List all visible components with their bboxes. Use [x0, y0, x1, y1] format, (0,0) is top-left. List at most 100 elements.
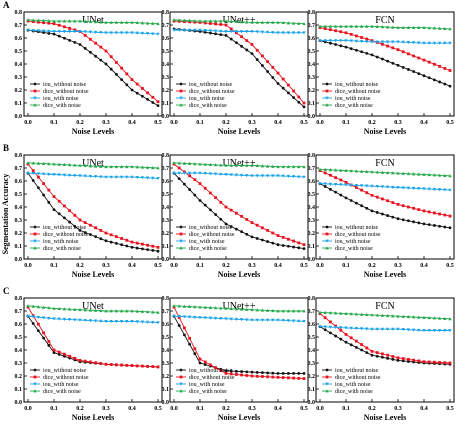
marker-triangle-down: [151, 32, 155, 36]
marker-triangle-up: [323, 24, 327, 28]
marker-triangle-up: [234, 19, 239, 24]
x-axis-label: Noise Levels: [364, 127, 406, 136]
x-tick-label: 0.3: [248, 120, 256, 126]
legend-entry: iou_with noise: [335, 239, 371, 245]
x-tick-label: 0.5: [154, 263, 162, 269]
marker-triangle-up: [437, 173, 442, 177]
marker-circle: [235, 41, 238, 45]
marker-triangle-up: [411, 315, 416, 319]
marker-square: [407, 52, 410, 56]
marker-triangle-down: [57, 30, 61, 34]
marker-triangle-up: [234, 163, 239, 167]
marker-triangle-down: [172, 28, 176, 32]
x-tick-label: 0.3: [102, 263, 110, 269]
marker-circle: [375, 211, 379, 214]
marker-circle: [438, 80, 441, 84]
y-tick-label: 0.6: [162, 179, 170, 185]
x-tick-label: 0.5: [300, 120, 308, 126]
marker-triangle-up: [339, 24, 343, 28]
marker-square: [417, 359, 421, 363]
y-tick-label: 0.5: [308, 49, 316, 55]
marker-triangle-up: [145, 310, 150, 314]
y-tick-label: 0.8: [162, 153, 170, 159]
series-line-iou-without-noise: [173, 315, 304, 374]
x-tick-label: 0.4: [274, 263, 282, 269]
marker-square: [391, 201, 395, 204]
marker-triangle-down: [67, 30, 72, 34]
marker-circle: [276, 243, 280, 247]
marker-square: [417, 208, 421, 211]
marker-circle: [329, 41, 332, 45]
marker-square: [33, 375, 37, 379]
marker-square: [135, 241, 139, 245]
marker-triangle-down: [62, 30, 67, 34]
marker-triangle-down: [198, 171, 202, 175]
marker-circle: [109, 67, 113, 71]
marker-circle: [73, 41, 77, 44]
marker-circle: [386, 214, 389, 217]
y-tick-label: 0.8: [308, 10, 316, 16]
marker-circle: [396, 217, 400, 221]
marker-triangle-up: [271, 20, 275, 24]
marker-circle: [261, 238, 264, 242]
marker-square: [422, 209, 426, 213]
marker-square: [89, 37, 92, 41]
marker-triangle-up: [219, 306, 223, 310]
legend-entry: iou_without noise: [43, 82, 87, 88]
marker-circle: [240, 44, 244, 48]
y-tick-label: 0.7: [162, 23, 170, 29]
marker-square: [448, 69, 452, 72]
marker-square: [281, 376, 285, 379]
marker-square: [412, 54, 415, 58]
marker-triangle-up: [130, 165, 134, 169]
marker-square: [120, 66, 123, 70]
marker-triangle-up: [31, 161, 35, 165]
x-tick-label: 0.3: [394, 120, 402, 126]
x-tick-label: 0.1: [50, 263, 58, 269]
marker-circle: [370, 53, 374, 57]
marker-triangle-up: [401, 314, 405, 318]
marker-circle: [386, 356, 389, 360]
marker-circle: [52, 351, 56, 354]
marker-square: [266, 229, 269, 232]
marker-triangle-down: [104, 175, 108, 179]
marker-circle: [422, 74, 426, 78]
marker-triangle-down: [323, 325, 327, 329]
marker-triangle-up: [47, 306, 51, 310]
marker-circle: [198, 199, 202, 202]
marker-square: [73, 28, 77, 32]
marker-triangle-down: [291, 319, 296, 323]
y-tick-label: 0.0: [308, 400, 316, 406]
marker-square: [401, 50, 405, 54]
marker-triangle-up: [109, 20, 113, 24]
marker-circle: [302, 105, 306, 109]
marker-triangle-up: [380, 25, 385, 29]
marker-triangle-down: [286, 31, 291, 35]
legend-entry: dice_without noise: [189, 375, 235, 381]
series-line-dice-without-noise: [27, 306, 159, 368]
marker-square: [292, 239, 295, 243]
marker-circle: [31, 179, 35, 182]
x-tick-label: 0.5: [300, 263, 308, 269]
marker-triangle-up: [172, 161, 176, 165]
marker-circle: [349, 47, 353, 51]
marker-square: [281, 236, 285, 239]
y-tick-label: 0.4: [308, 205, 316, 211]
x-tick-label: 0.5: [300, 406, 308, 412]
marker-circle: [360, 50, 363, 54]
marker-circle: [177, 324, 181, 327]
marker-triangle-up: [114, 20, 119, 24]
marker-triangle-up: [354, 169, 359, 173]
marker-triangle-down: [297, 31, 301, 35]
y-tick-label: 0.7: [308, 166, 316, 172]
y-tick-label: 0.0: [308, 257, 316, 263]
marker-square: [33, 89, 37, 93]
x-tick-label: 0.0: [170, 406, 178, 412]
marker-triangle-up: [182, 18, 187, 22]
y-tick-label: 0.5: [308, 192, 316, 198]
marker-square: [355, 34, 358, 38]
marker-circle: [89, 233, 92, 236]
marker-triangle-down: [239, 173, 244, 177]
marker-triangle-up: [422, 172, 426, 176]
series-line-iou-with-noise: [27, 172, 159, 179]
